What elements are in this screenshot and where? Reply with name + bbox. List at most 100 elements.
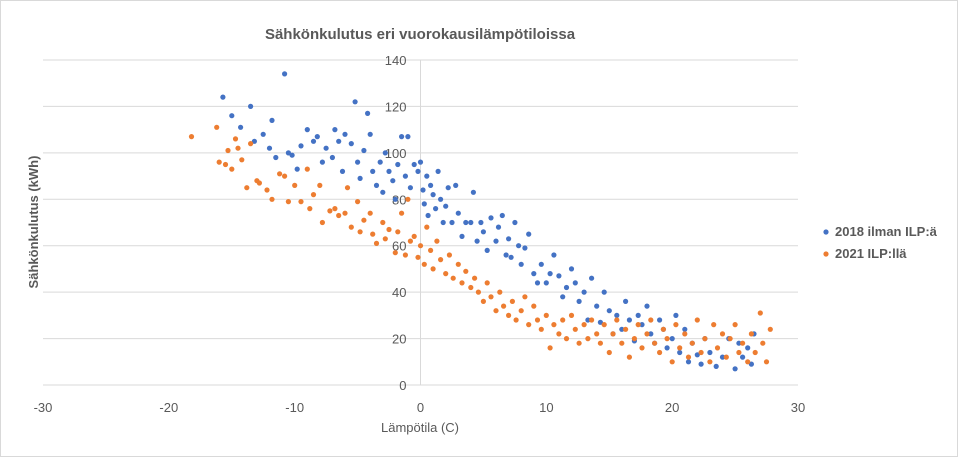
data-point — [480, 229, 486, 235]
data-point — [425, 212, 431, 219]
data-point — [251, 138, 257, 144]
y-tick-label: 80 — [392, 192, 406, 207]
data-point — [619, 340, 625, 346]
data-point — [319, 219, 325, 226]
data-point — [493, 308, 499, 314]
data-point — [229, 113, 235, 119]
data-point — [740, 340, 746, 346]
data-point — [623, 298, 629, 304]
data-point — [614, 312, 620, 318]
data-point — [453, 182, 459, 188]
data-point — [576, 340, 582, 346]
data-point — [601, 289, 607, 295]
data-point — [352, 99, 358, 105]
data-point — [428, 247, 434, 253]
series-1 — [220, 71, 757, 372]
data-point — [298, 199, 304, 205]
data-point — [405, 196, 411, 202]
data-point — [443, 271, 449, 277]
data-point — [644, 331, 650, 337]
data-point — [336, 138, 342, 144]
data-point — [631, 336, 638, 342]
data-point — [355, 199, 361, 205]
data-point — [748, 331, 755, 337]
data-point — [711, 322, 717, 328]
data-point — [292, 182, 298, 188]
data-point — [585, 336, 591, 342]
data-point — [685, 359, 692, 365]
data-point — [402, 173, 408, 179]
x-tick-label: -30 — [34, 400, 53, 415]
data-point — [455, 261, 461, 267]
data-point — [673, 322, 679, 328]
data-point — [635, 312, 641, 318]
data-point — [702, 336, 708, 342]
data-point — [319, 159, 325, 165]
data-point — [714, 345, 721, 351]
data-point — [664, 345, 670, 351]
data-point — [307, 206, 313, 212]
data-point — [597, 340, 604, 346]
data-point — [468, 219, 474, 226]
y-tick-label: 0 — [399, 378, 406, 393]
data-point — [282, 173, 288, 179]
data-point — [568, 312, 575, 318]
y-tick-label: 140 — [385, 53, 407, 68]
data-point — [361, 147, 367, 154]
data-point — [420, 187, 426, 193]
series-2 — [188, 124, 773, 365]
data-point — [689, 340, 695, 346]
y-tick-label: 20 — [392, 332, 406, 347]
data-point — [664, 336, 670, 342]
data-point — [373, 182, 380, 188]
data-point — [332, 206, 338, 212]
data-point — [342, 210, 348, 216]
data-point — [417, 243, 424, 249]
data-point — [589, 275, 595, 281]
legend-label: 2018 ilman ILP:ä — [835, 224, 938, 239]
data-point — [266, 145, 273, 151]
data-point — [310, 138, 317, 144]
data-point — [407, 238, 413, 244]
data-point — [285, 199, 291, 205]
data-point — [581, 322, 587, 328]
data-point — [438, 257, 444, 263]
data-point — [594, 303, 600, 309]
data-point — [395, 229, 401, 235]
data-point — [459, 233, 465, 239]
data-point — [531, 303, 537, 309]
data-point — [298, 143, 304, 149]
data-point — [421, 261, 427, 267]
data-point — [644, 303, 650, 309]
data-point — [459, 280, 465, 286]
data-point — [576, 298, 582, 304]
data-point — [214, 124, 220, 130]
data-point — [526, 322, 532, 328]
data-point — [424, 224, 430, 230]
data-point — [348, 141, 354, 147]
data-point — [411, 161, 417, 168]
data-point — [357, 229, 363, 235]
data-point — [294, 166, 300, 172]
data-point — [361, 217, 367, 223]
data-point — [648, 317, 654, 323]
data-point — [411, 233, 417, 239]
x-tick-labels: -30 -20 -10 0 10 20 30 — [34, 400, 806, 415]
data-point — [357, 175, 363, 181]
data-point — [669, 336, 675, 342]
data-point — [669, 359, 675, 365]
data-point — [480, 298, 486, 304]
data-point — [660, 326, 667, 332]
data-point — [377, 159, 383, 165]
data-point — [355, 159, 361, 165]
y-tick-label: 100 — [385, 146, 407, 161]
data-point — [428, 182, 434, 188]
data-point — [626, 354, 633, 360]
data-point — [657, 349, 663, 356]
data-point — [390, 178, 396, 184]
data-point — [248, 103, 254, 109]
data-point — [188, 134, 195, 140]
data-point — [463, 268, 469, 274]
data-point — [488, 294, 494, 300]
data-point — [216, 159, 222, 165]
